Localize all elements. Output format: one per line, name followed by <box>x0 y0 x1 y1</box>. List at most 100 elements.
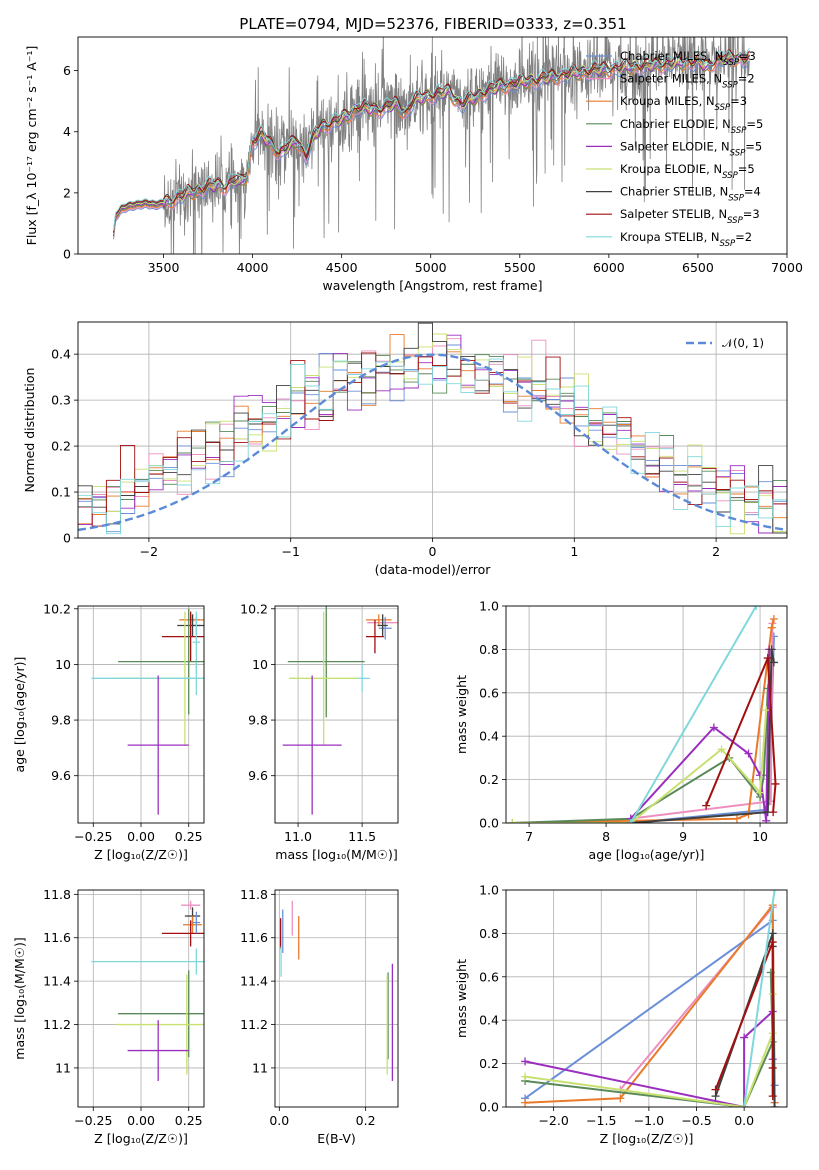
y-tick-label: 10 <box>55 657 71 672</box>
weight-marker-kroupa-elodie <box>521 1072 530 1081</box>
weight-line-kroupa-miles <box>525 902 776 1104</box>
x-tick-label: −0.25 <box>74 1113 112 1128</box>
y-tick-label: 0.3 <box>51 393 71 408</box>
y-tick-label: 9.6 <box>248 768 268 783</box>
x-tick-label: −1 <box>281 544 299 559</box>
x-axis-label: age [log₁₀(age/yr)] <box>589 847 705 862</box>
weight-line-chabrier-elodie <box>512 688 769 823</box>
weight-marker-salpeter-elodie <box>762 816 771 823</box>
errorbar-salpeter-stelib <box>162 611 204 662</box>
x-axis-label: Z [log₁₀(Z/Z☉)] <box>600 1131 694 1146</box>
y-tick-label: 11.2 <box>240 1017 268 1032</box>
y-tick-label: 4 <box>63 124 71 139</box>
panel-age_vs_mass: 11.0 11.5 9.6 9.8 10 10.2 mass [log₁₀(M/M☉)] <box>240 601 399 862</box>
y-tick-label: 11.2 <box>43 1017 71 1032</box>
y-tick-label: 0 <box>63 247 71 262</box>
errorbar-kroupa-elodie <box>289 611 359 746</box>
x-tick-label: −0.5 <box>681 1113 711 1128</box>
weight-line-chabrier-stelib <box>630 649 775 823</box>
errorbar-kroupa-stelib <box>91 661 204 696</box>
y-tick-label: 0 <box>63 531 71 546</box>
plot-area-massweight_vs_age <box>508 606 780 823</box>
errorbar-salpeter-miles <box>181 900 201 910</box>
y-tick-label: 0.4 <box>51 347 71 362</box>
x-tick-label: 0.25 <box>175 1113 203 1128</box>
y-tick-label: 10.2 <box>43 601 71 616</box>
x-tick-label: 7 <box>525 829 533 844</box>
x-tick-label: 5000 <box>415 260 447 275</box>
y-tick-label: 0.0 <box>479 1100 499 1115</box>
panel-massweight_vs_Z: −2.0 −1.5 −1.0 −0.5 0.0 0.0 0.2 0.4 0.6 0.8 1.0 Z [… <box>454 883 788 1146</box>
y-tick-label: 9.6 <box>51 768 71 783</box>
y-tick-label: 11 <box>252 1060 268 1075</box>
histogram-kroupa-stelib <box>78 358 787 535</box>
weight-marker-salpeter-stelib <box>768 1092 777 1101</box>
weight-line-salpeter-stelib <box>714 941 774 1097</box>
errorbar-salpeter-elodie <box>127 1020 189 1081</box>
model-spectrum-kroupa-miles <box>113 54 750 238</box>
x-tick-label: 2 <box>712 544 720 559</box>
histogram-salpeter-stelib <box>78 352 787 527</box>
weight-marker-chabrier-stelib <box>768 929 777 938</box>
weight-marker-kroupa-stelib <box>740 1103 749 1107</box>
x-axis-label: (data-model)/error <box>375 562 492 577</box>
errorbar-salpeter-stelib <box>162 920 204 947</box>
weight-marker-kroupa-miles <box>521 1098 530 1107</box>
errorbar-chabrier-miles <box>192 911 201 934</box>
errorbar-salpeter-elodie <box>282 675 342 815</box>
weight-marker-kroupa-miles <box>769 615 778 624</box>
errorbar-chabrier-miles <box>378 617 392 640</box>
x-tick-label: 0.25 <box>175 829 203 844</box>
legend-label-salpeter-stelib: Salpeter STELIB, NSSP=3 <box>620 207 760 226</box>
x-axis-label: wavelength [Angstrom, rest frame] <box>322 278 542 293</box>
axes-frame <box>274 605 399 824</box>
x-tick-label: −1.5 <box>586 1113 616 1128</box>
errorbar-kroupa-elodie <box>116 974 204 1075</box>
errorbar-kroupa-miles <box>183 916 203 934</box>
y-tick-label: 10.2 <box>240 601 268 616</box>
weight-marker-kroupa-elodie <box>717 745 726 754</box>
weight-marker-salpeter-elodie <box>740 1033 749 1042</box>
weight-marker-salpeter-elodie <box>521 1057 530 1066</box>
y-tick-label: 10 <box>252 657 268 672</box>
panel-spectrum: 3500 4000 4500 5000 5500 6000 6500 7000 0 2 4 6 wave… <box>24 36 803 293</box>
y-tick-label: 11.6 <box>240 930 268 945</box>
y-tick-label: 0.4 <box>479 729 499 744</box>
weight-marker-salpeter-elodie <box>756 771 765 780</box>
weight-line-salpeter-stelib <box>705 657 777 813</box>
weight-marker-salpeter-stelib <box>769 808 778 817</box>
errorbar-salpeter-stelib <box>365 619 384 654</box>
y-tick-label: 1.0 <box>479 599 499 614</box>
x-tick-label: 0.00 <box>127 1113 155 1128</box>
errorbar-chabrier-elodie <box>118 970 204 1058</box>
weight-marker-salpeter-stelib <box>771 779 780 788</box>
weight-marker-kroupa-elodie <box>756 788 765 797</box>
y-tick-label: 0.6 <box>479 685 499 700</box>
x-tick-label: −0.25 <box>74 829 112 844</box>
panel-mass_vs_EBV: 0.0 0.2 11 11.2 11.4 11.6 11.8 E(B-V) <box>240 887 399 1146</box>
y-tick-label: 0.0 <box>479 816 499 831</box>
weight-marker-kroupa-miles <box>767 623 776 632</box>
normal-curve <box>78 353 787 532</box>
weight-marker-kroupa-stelib <box>752 606 761 610</box>
plot-area-massweight_vs_Z <box>521 890 779 1107</box>
errorbar-kroupa-miles <box>365 614 392 626</box>
weight-marker-salpeter-stelib <box>711 1085 720 1094</box>
y-tick-label: 0.2 <box>479 772 499 787</box>
weight-line-kroupa-stelib <box>743 890 776 1107</box>
errorbar-chabrier-elodie <box>287 606 365 718</box>
weight-marker-salpeter-elodie <box>744 749 753 758</box>
y-tick-label: 0.2 <box>51 439 71 454</box>
y-axis-label: mass weight <box>454 959 469 1038</box>
legend-label-chabrier-stelib: Chabrier STELIB, NSSP=4 <box>620 185 761 204</box>
weight-marker-salpeter-elodie <box>709 723 718 732</box>
x-tick-label: 7000 <box>771 260 803 275</box>
x-axis-label: Z [log₁₀(Z/Z☉)] <box>94 1131 188 1146</box>
weight-marker-kroupa-miles <box>732 814 741 823</box>
y-axis-label: age [log₁₀(age/yr)] <box>12 657 27 773</box>
errorbar-kroupa-stelib <box>91 948 204 975</box>
legend-label-salpeter-elodie: Salpeter ELODIE, NSSP=5 <box>620 139 762 158</box>
y-tick-label: 11.8 <box>240 887 268 902</box>
x-tick-label: −2 <box>140 544 158 559</box>
x-tick-label: 11.5 <box>348 829 376 844</box>
